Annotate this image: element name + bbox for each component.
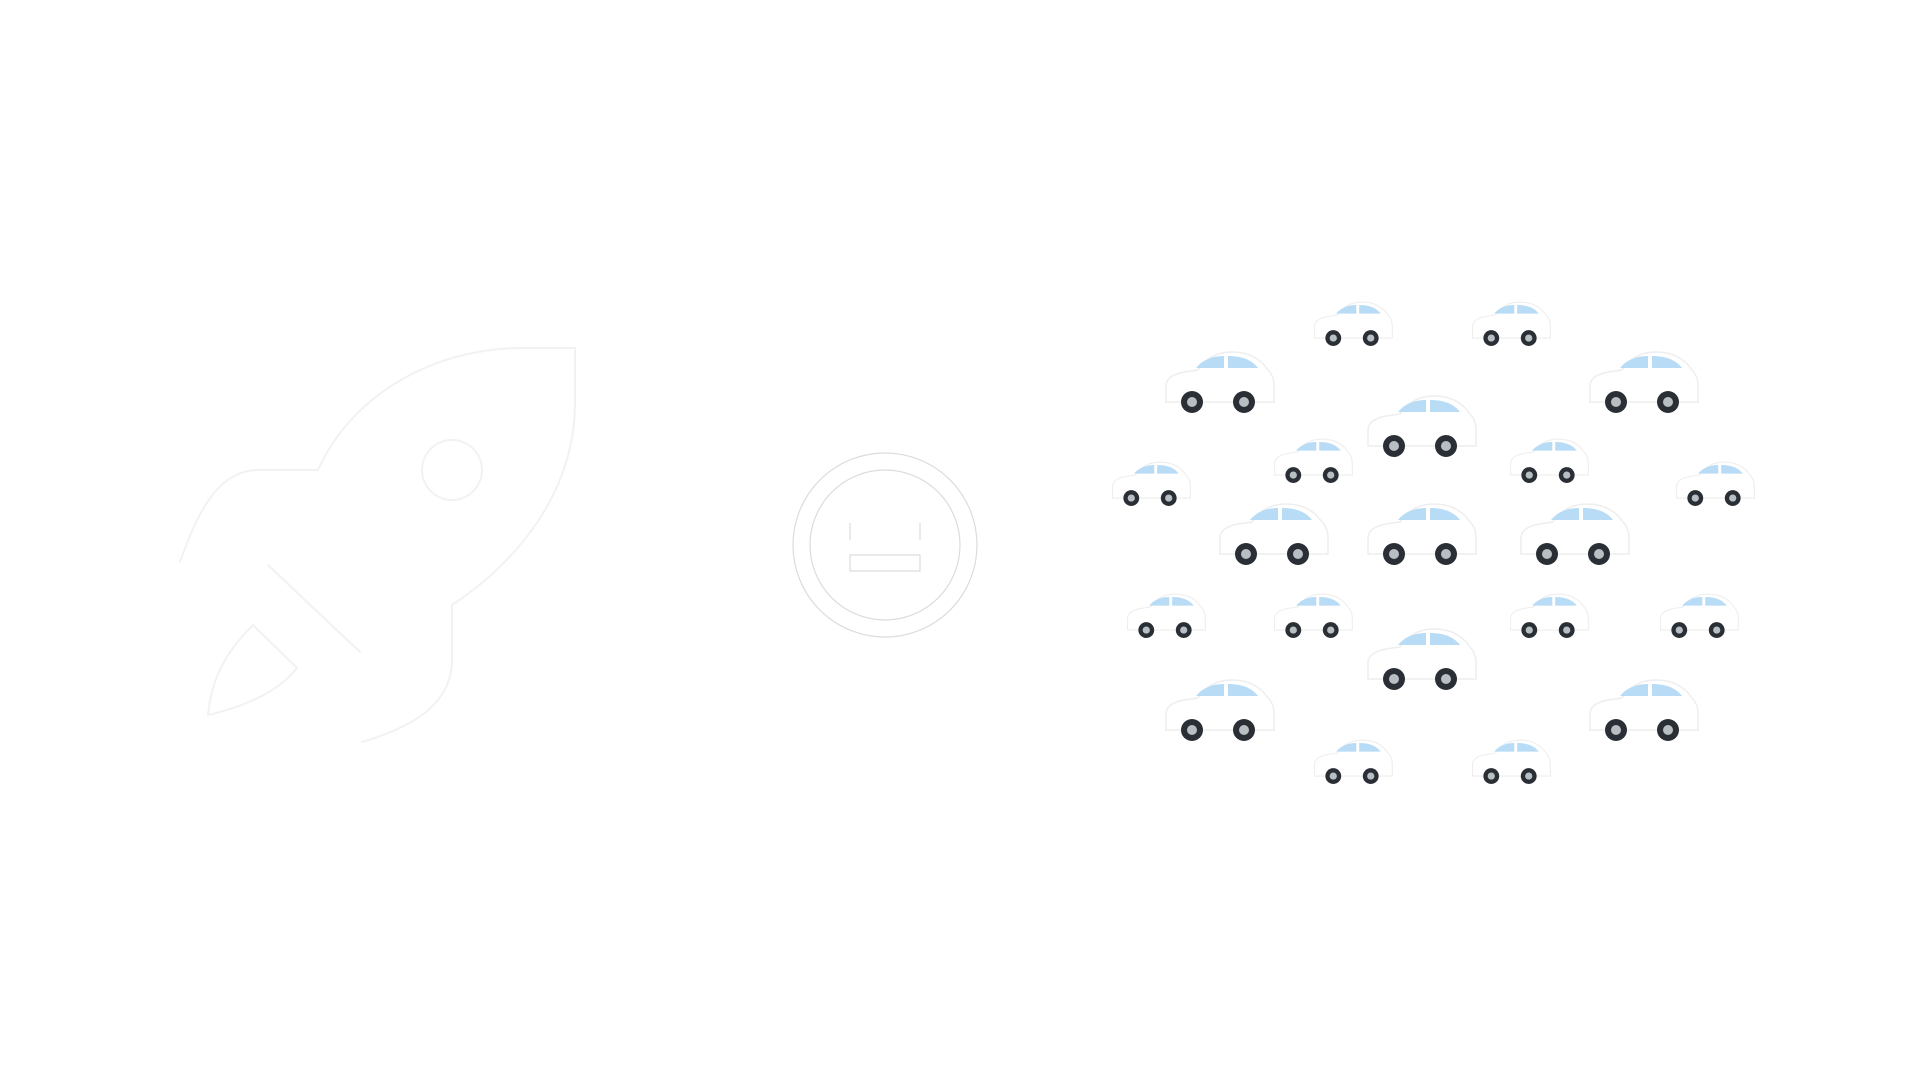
car-icon [1520,503,1630,566]
car-icon [1219,503,1329,566]
car-icon [1127,593,1206,639]
car-icon [1274,438,1353,484]
car-icon [1510,593,1589,639]
rocket-flame [207,624,298,716]
rocket-fin [267,564,361,653]
rocket-body-lower [361,347,576,743]
car-icon [1472,739,1551,785]
rocket-window [421,439,483,501]
car-icon [1660,593,1739,639]
car-icon [1589,679,1699,742]
car-icon [1472,301,1551,347]
badge-bar [849,554,921,572]
car-icon [1274,593,1353,639]
car-icon [1367,395,1477,458]
badge-inner-ring [809,469,961,621]
car-icon [1314,739,1393,785]
badge-bracket [849,523,921,540]
car-icon [1165,679,1275,742]
car-icon [1676,461,1755,507]
car-icon [1112,461,1191,507]
car-icon [1367,628,1477,691]
badge-outer-ring [792,452,978,638]
car-icon [1589,351,1699,414]
car-icon [1510,438,1589,484]
car-icon [1367,503,1477,566]
car-icon [1165,351,1275,414]
car-icon [1314,301,1393,347]
rocket-body [179,347,576,563]
